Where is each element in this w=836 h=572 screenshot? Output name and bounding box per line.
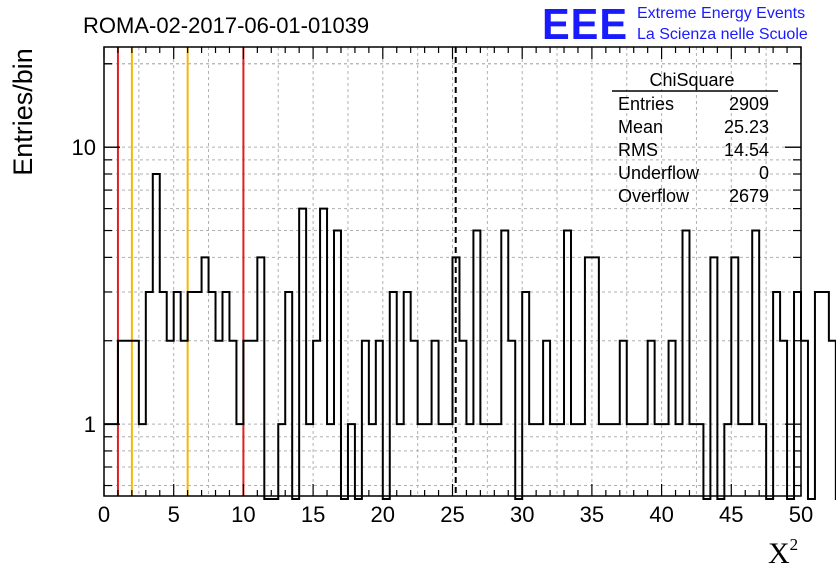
stats-row-value: 25.23 bbox=[724, 117, 769, 137]
x-tick-label: 45 bbox=[719, 502, 743, 527]
stats-row-value: 0 bbox=[759, 163, 769, 183]
x-axis-label: X2 bbox=[768, 535, 798, 570]
x-tick-label: 0 bbox=[98, 502, 110, 527]
axes: 0 5 10 15 20 25 30 35 40 45 50 1 10 bbox=[72, 47, 813, 527]
x-tick-label: 15 bbox=[301, 502, 325, 527]
eee-logo-line1: Extreme Energy Events bbox=[637, 5, 805, 22]
x-tick-label: 40 bbox=[649, 502, 673, 527]
stats-row-value: 2909 bbox=[729, 94, 769, 114]
x-axis-label-superscript: 2 bbox=[790, 535, 799, 554]
y-tick-label: 10 bbox=[72, 135, 96, 160]
eee-logo-mark: EEE bbox=[542, 0, 628, 49]
x-tick-label: 20 bbox=[371, 502, 395, 527]
eee-logo: EEE Extreme Energy Events La Scienza nel… bbox=[542, 0, 808, 49]
x-tick-label: 25 bbox=[440, 502, 464, 527]
stats-row-label: RMS bbox=[618, 140, 658, 160]
y-axis-label: Entries/bin bbox=[8, 48, 38, 176]
histogram-line bbox=[104, 173, 836, 500]
stats-row-label: Overflow bbox=[618, 186, 690, 206]
stats-row-label: Mean bbox=[618, 117, 663, 137]
stats-rows: Entries 2909 Mean 25.23 RMS 14.54 Underflow 0 Ov… bbox=[618, 94, 769, 206]
stats-row-label: Entries bbox=[618, 94, 674, 114]
stats-row-label: Underflow bbox=[618, 163, 700, 183]
stats-title: ChiSquare bbox=[649, 70, 734, 90]
eee-logo-line2: La Scienza nelle Scuole bbox=[637, 26, 808, 43]
stats-box: ChiSquare Entries 2909 Mean 25.23 RMS 14.54 Un… bbox=[612, 70, 778, 206]
x-tick-label: 35 bbox=[580, 502, 604, 527]
stats-row-value: 14.54 bbox=[724, 140, 769, 160]
chart-title: ROMA-02-2017-06-01-01039 bbox=[83, 13, 369, 38]
x-tick-label: 5 bbox=[168, 502, 180, 527]
x-tick-label: 30 bbox=[510, 502, 534, 527]
plot-frame bbox=[103, 46, 802, 497]
y-tick-label: 1 bbox=[84, 412, 96, 437]
x-tick-label: 10 bbox=[231, 502, 255, 527]
x-tick-label: 50 bbox=[789, 502, 813, 527]
stats-row-value: 2679 bbox=[729, 186, 769, 206]
x-axis-label-symbol: X bbox=[768, 537, 790, 570]
